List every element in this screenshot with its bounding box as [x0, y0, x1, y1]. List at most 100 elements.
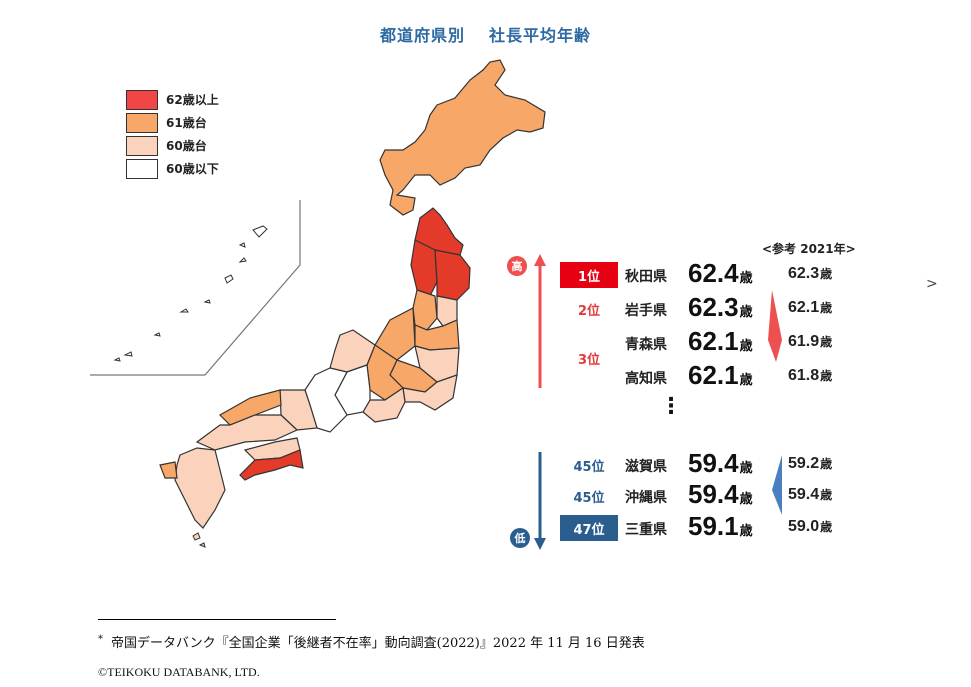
prefecture-name: 三重県: [625, 522, 667, 538]
ref-triangle-blue: [772, 455, 782, 515]
ref-triangle-red: [768, 290, 782, 362]
age-value: 59.1: [688, 511, 739, 541]
hiroshima-yamaguchi: [195, 414, 299, 451]
low-label: 低: [514, 532, 526, 545]
legend-item: 61歳台: [126, 111, 219, 134]
prefecture-name: 高知県: [625, 371, 667, 387]
rank-label: 2位: [577, 303, 601, 319]
ranking-row: 45位 滋賀県 59.4歳 59.2歳: [560, 448, 860, 484]
yamagata: [412, 289, 438, 331]
legend-swatch: [126, 89, 158, 110]
ranking-row: 高知県 62.1歳 61.8歳: [560, 360, 860, 396]
legend-item: 62歳以上: [126, 88, 219, 111]
age-unit: 歳: [739, 491, 753, 506]
reference-age: 62.1歳: [788, 299, 832, 317]
reference-age: 59.0歳: [788, 518, 832, 536]
rank-text: 3位: [577, 352, 601, 368]
average-age: 62.4歳: [688, 258, 753, 289]
rank-label: 47位: [560, 515, 618, 541]
reference-age: 61.9歳: [788, 333, 832, 351]
prefecture-name: 滋賀県: [625, 459, 667, 475]
rank-label: 3位: [560, 345, 618, 371]
footnote-divider: [98, 619, 336, 620]
ref-unit: 歳: [820, 369, 833, 383]
legend-label: 62歳以上: [166, 93, 219, 107]
akita: [410, 239, 438, 297]
age-value: 62.1: [688, 326, 739, 356]
page-title: 都道府県別 社長平均年齢: [0, 22, 971, 46]
nagasaki: [159, 461, 178, 479]
reference-age: 59.4歳: [788, 486, 832, 504]
ref-unit: 歳: [820, 488, 833, 502]
reference-age: 62.3歳: [788, 265, 832, 283]
age-unit: 歳: [739, 460, 753, 475]
reference-age: 59.2歳: [788, 455, 832, 473]
age-unit: 歳: [739, 523, 753, 538]
rank-label: 1位: [560, 262, 618, 288]
ref-value: 61.9: [788, 333, 820, 350]
low-badge: 低: [510, 528, 530, 548]
legend-label: 60歳以下: [166, 162, 219, 176]
legend-item: 60歳以下: [126, 157, 219, 180]
title-part-1: 都道府県別: [379, 26, 465, 45]
ref-unit: 歳: [820, 520, 833, 534]
ref-unit: 歳: [820, 301, 833, 315]
high-badge: 高: [507, 256, 527, 276]
age-unit: 歳: [739, 372, 753, 387]
footnote: * 帝国データバンク『全国企業「後継者不在率」動向調査(2022)』2022 年 …: [98, 632, 645, 651]
average-age: 59.4歳: [688, 479, 753, 510]
ranking-row: 1位 秋田県 62.4歳 62.3歳: [560, 258, 860, 294]
ranking-arrows: [534, 254, 782, 550]
okinawa-islands: [113, 225, 268, 362]
average-age: 59.1歳: [688, 511, 753, 542]
kyushu-small-islands: [192, 532, 206, 548]
age-unit: 歳: [739, 338, 753, 353]
average-age: 62.1歳: [688, 326, 753, 357]
ref-value: 62.3: [788, 265, 820, 282]
average-age: 59.4歳: [688, 448, 753, 479]
ranking-row: 45位 沖縄県 59.4歳 59.4歳: [560, 479, 860, 515]
legend-item: 60歳台: [126, 134, 219, 157]
map-legend: 62歳以上 61歳台 60歳台 60歳以下: [126, 88, 219, 180]
high-label: 高: [511, 260, 523, 273]
legend-label: 60歳台: [166, 139, 207, 153]
copyright: ©TEIKOKU DATABANK, LTD.: [98, 665, 260, 679]
legend-swatch: [126, 135, 158, 156]
average-age: 62.3歳: [688, 292, 753, 323]
prefecture-name: 秋田県: [625, 269, 667, 285]
average-age: 62.1歳: [688, 360, 753, 391]
age-value: 62.1: [688, 360, 739, 390]
ref-unit: 歳: [820, 335, 833, 349]
title-part-2: 社長平均年齢: [489, 26, 592, 45]
legend-swatch: [126, 112, 158, 133]
ranking-row: 2位 岩手県 62.3歳 62.1歳: [560, 292, 860, 328]
ref-value: 59.0: [788, 518, 820, 535]
ref-value: 61.8: [788, 367, 820, 384]
side-caret: >: [926, 276, 938, 292]
okinawa-inset-frame: [90, 200, 301, 376]
ref-value: 59.4: [788, 486, 820, 503]
iwate: [434, 249, 471, 301]
ranking-row: 47位 三重県 59.1歳 59.0歳: [560, 511, 860, 547]
reference-age: 61.8歳: [788, 367, 832, 385]
age-value: 62.3: [688, 292, 739, 322]
legend-swatch: [126, 158, 158, 179]
ref-value: 62.1: [788, 299, 820, 316]
rank-label: 45位: [573, 490, 605, 506]
legend-label: 61歳台: [166, 116, 207, 130]
prefecture-name: 沖縄県: [625, 490, 667, 506]
rank-label: 45位: [573, 459, 605, 475]
hokkaido: [379, 59, 546, 216]
age-unit: 歳: [739, 270, 753, 285]
ranking-row: 3位 青森県 62.1歳 61.9歳: [560, 326, 860, 368]
ref-value: 59.2: [788, 455, 820, 472]
age-value: 59.4: [688, 448, 739, 478]
age-value: 62.4: [688, 258, 739, 288]
japan-map: [90, 59, 546, 548]
footnote-text: 帝国データバンク『全国企業「後継者不在率」動向調査(2022)』2022 年 1…: [111, 636, 645, 651]
prefecture-name: 岩手県: [625, 303, 667, 319]
ref-unit: 歳: [820, 267, 833, 281]
age-unit: 歳: [739, 304, 753, 319]
reference-year-header: <参考 2021年>: [762, 242, 856, 256]
kyushu: [174, 447, 226, 529]
